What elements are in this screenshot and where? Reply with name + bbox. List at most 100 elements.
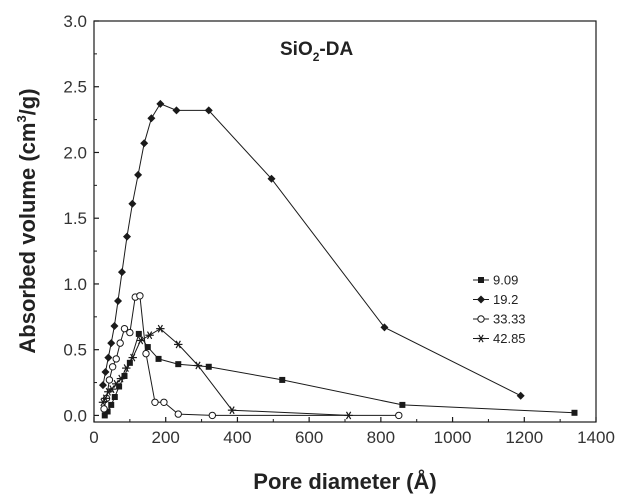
legend-item-33-33: 33.33 — [473, 312, 526, 327]
legend-label: 33.33 — [493, 312, 526, 327]
star-stroke — [123, 364, 129, 373]
series-line — [102, 103, 521, 397]
star-stroke — [229, 406, 235, 415]
data-point — [174, 410, 182, 418]
data-point — [193, 361, 203, 370]
chart-title-main: SiO — [280, 39, 313, 60]
data-point — [136, 336, 145, 345]
data-point — [147, 114, 156, 123]
x-tick-label: 400 — [223, 428, 251, 447]
data-point — [117, 268, 126, 277]
data-point — [344, 411, 353, 420]
y-tick-label: 0.5 — [63, 341, 87, 360]
data-point — [380, 323, 389, 332]
star-stroke — [113, 379, 119, 388]
star-stroke — [146, 331, 153, 340]
data-point — [121, 372, 128, 379]
data-point — [101, 368, 110, 377]
data-point — [107, 339, 116, 348]
data-point — [101, 412, 108, 419]
legend-label: 42.85 — [493, 331, 526, 346]
data-point — [156, 324, 165, 333]
data-point — [144, 344, 151, 351]
x-tick-label: 1200 — [505, 428, 543, 447]
data-point — [136, 292, 144, 300]
star-stroke — [345, 411, 352, 420]
series-19-2 — [98, 99, 525, 400]
data-point — [279, 376, 286, 383]
data-point — [516, 391, 525, 400]
x-tick-label: 0 — [89, 428, 98, 447]
chart-title-subscript: 2 — [313, 50, 320, 64]
series-42-85 — [98, 324, 353, 420]
star-stroke — [137, 336, 144, 345]
data-point — [112, 355, 120, 363]
x-axis-title: Pore diameter (Å) — [253, 468, 436, 494]
x-tick-label: 600 — [295, 428, 323, 447]
legend-item-9-09: 9.09 — [473, 273, 518, 288]
data-point — [104, 408, 111, 415]
data-point — [172, 106, 181, 115]
y-axis: 0.0 0.5 1.0 1.5 2.0 2.5 3.0 — [63, 12, 99, 425]
data-point — [267, 174, 276, 183]
series-33-33 — [100, 292, 403, 420]
data-point — [175, 361, 182, 368]
data-point — [395, 411, 403, 420]
star-stroke — [109, 385, 115, 394]
legend-item-19-2: 19.2 — [473, 292, 518, 307]
x-tick-label: 200 — [152, 428, 180, 447]
star-stroke — [175, 340, 181, 349]
data-point — [122, 364, 131, 373]
data-point — [116, 339, 124, 347]
y-tick-label: 2.5 — [63, 78, 87, 97]
y-tick-label: 1.5 — [63, 209, 87, 228]
legend-label: 9.09 — [493, 273, 518, 288]
x-tick-label: 800 — [367, 428, 395, 447]
data-point — [112, 379, 121, 388]
data-point — [145, 331, 154, 340]
star-stroke — [195, 361, 201, 370]
data-point — [155, 355, 162, 362]
data-point — [205, 363, 212, 370]
data-point — [126, 328, 134, 337]
data-point — [122, 232, 131, 241]
legend-marker — [476, 334, 486, 343]
data-point — [116, 374, 126, 383]
star-stroke — [102, 394, 109, 403]
data-point — [140, 139, 149, 148]
y-axis-title-main: Absorbed volume (cm — [15, 123, 40, 354]
x-tick-label: 1400 — [577, 428, 615, 447]
data-point — [98, 381, 107, 390]
legend-marker — [478, 277, 484, 283]
chart-title: SiO2-DA — [280, 39, 353, 64]
legend-marker — [477, 295, 485, 304]
data-point — [107, 385, 117, 394]
data-point — [160, 398, 168, 406]
series-layer — [98, 99, 578, 420]
star-stroke — [130, 353, 136, 362]
legend: 9.09 19.2 33.33 42.85 — [473, 273, 526, 346]
data-point — [116, 383, 123, 390]
star-stroke — [118, 374, 124, 383]
data-point — [227, 406, 237, 415]
chart-title-suffix: -DA — [319, 39, 353, 60]
star-stroke — [478, 334, 484, 343]
data-point — [101, 394, 110, 403]
data-point — [204, 106, 213, 115]
data-point — [151, 398, 159, 406]
data-point — [111, 394, 118, 401]
data-point — [208, 411, 217, 420]
y-tick-label: 3.0 — [63, 12, 87, 31]
series-line — [104, 332, 575, 416]
data-point — [110, 322, 119, 331]
x-axis: 0 200 400 600 800 1000 1200 1400 — [89, 417, 615, 447]
data-point — [571, 409, 578, 416]
data-point — [100, 405, 108, 413]
data-point — [399, 401, 406, 408]
data-point — [142, 349, 150, 358]
legend-marker — [477, 315, 485, 323]
y-axis-title: Absorbed volume (cm3/g) — [14, 88, 40, 353]
data-point — [174, 340, 183, 349]
star-stroke — [157, 324, 163, 333]
